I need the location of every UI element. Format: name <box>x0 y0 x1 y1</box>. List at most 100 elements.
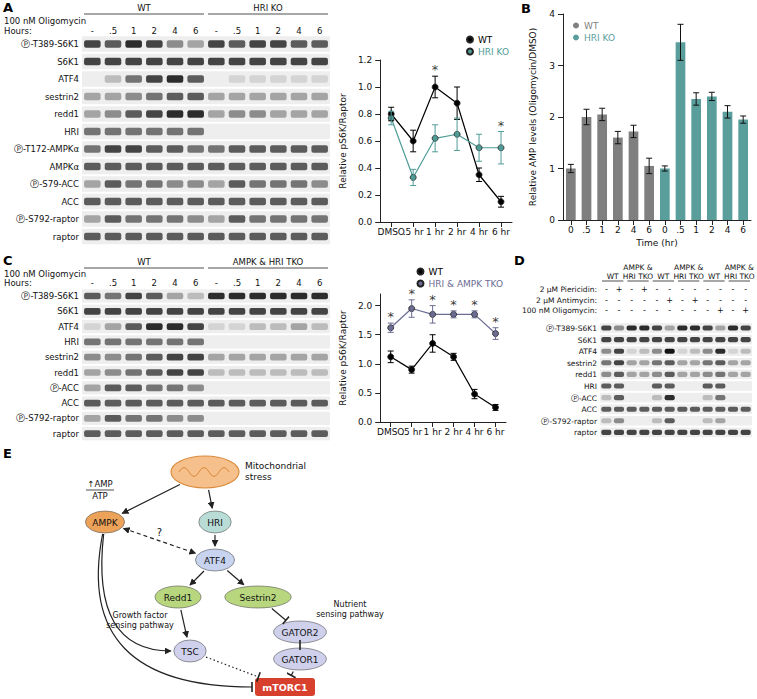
svg-text:0: 0 <box>549 215 555 225</box>
svg-text:Ⓟ-T172-AMPKα: Ⓟ-T172-AMPKα <box>14 144 79 154</box>
svg-text:-: - <box>605 285 608 294</box>
svg-text:ATP: ATP <box>92 491 107 501</box>
svg-text:-: - <box>630 306 633 315</box>
svg-text:0.2: 0.2 <box>358 190 372 200</box>
svg-text:2: 2 <box>549 112 555 122</box>
svg-text:Time (hr): Time (hr) <box>635 238 677 248</box>
svg-text:sestrin2: sestrin2 <box>45 92 79 102</box>
svg-text:TSC: TSC <box>180 647 199 657</box>
svg-text:*: * <box>432 62 439 77</box>
svg-text:-: - <box>681 285 684 294</box>
svg-text:+: + <box>641 285 648 294</box>
svg-text:1.2: 1.2 <box>358 55 372 65</box>
svg-text:-: - <box>668 285 671 294</box>
svg-text:*: * <box>408 286 415 301</box>
svg-text:.5: .5 <box>109 26 117 36</box>
svg-text:ACC: ACC <box>582 405 597 414</box>
svg-text:WT: WT <box>137 3 151 13</box>
svg-text:2: 2 <box>152 26 157 36</box>
svg-text:A: A <box>3 0 13 15</box>
svg-text:-: - <box>706 306 709 315</box>
svg-text:WT: WT <box>137 257 151 267</box>
svg-text:0.5: 0.5 <box>358 388 372 398</box>
svg-text:AMPK & HRI TKO: AMPK & HRI TKO <box>233 257 304 267</box>
svg-text:-: - <box>605 306 608 315</box>
svg-text:1.0: 1.0 <box>358 359 373 369</box>
svg-text:-: - <box>694 306 697 315</box>
svg-text:*: * <box>471 297 478 312</box>
svg-text:-: - <box>643 306 646 315</box>
svg-text:+: + <box>692 296 699 305</box>
svg-text:.5 hr: .5 hr <box>403 227 424 237</box>
svg-text:sensing pathway: sensing pathway <box>106 621 174 630</box>
svg-text:+: + <box>616 285 623 294</box>
svg-text:0: 0 <box>568 225 574 235</box>
svg-text:1 hr: 1 hr <box>424 427 442 437</box>
svg-text:-: - <box>630 296 633 305</box>
svg-text:-: - <box>719 296 722 305</box>
svg-text:ACC: ACC <box>61 398 79 408</box>
svg-text:1.0: 1.0 <box>358 82 373 92</box>
svg-text:0.0: 0.0 <box>358 417 373 427</box>
svg-text:Ⓟ-T389-S6K1: Ⓟ-T389-S6K1 <box>546 324 597 333</box>
svg-text:6: 6 <box>193 26 198 36</box>
svg-text:*: * <box>492 314 499 329</box>
svg-text:1: 1 <box>131 278 136 288</box>
svg-text:.5: .5 <box>233 26 241 36</box>
svg-text:-: - <box>618 306 621 315</box>
svg-text:HRI: HRI <box>64 337 79 347</box>
svg-text:4: 4 <box>172 278 177 288</box>
svg-text:stress: stress <box>245 472 272 482</box>
svg-text:-: - <box>744 285 747 294</box>
svg-text:6: 6 <box>740 225 746 235</box>
svg-text:Ⓟ-T389-S6K1: Ⓟ-T389-S6K1 <box>21 39 79 49</box>
svg-text:100 nM Oligomycin:: 100 nM Oligomycin: <box>522 306 597 315</box>
svg-text:sensing pathway: sensing pathway <box>316 610 384 619</box>
svg-text:6 hr: 6 hr <box>487 427 505 437</box>
svg-text:4 hr: 4 hr <box>466 427 484 437</box>
svg-text:1.5: 1.5 <box>358 330 372 340</box>
svg-text:Ⓟ-S792-raptor: Ⓟ-S792-raptor <box>16 413 79 423</box>
svg-text:1: 1 <box>255 278 260 288</box>
svg-text:S6K1: S6K1 <box>578 336 597 345</box>
svg-text:6: 6 <box>317 278 322 288</box>
svg-text:2: 2 <box>615 225 621 235</box>
svg-text:HRI: HRI <box>584 382 597 391</box>
svg-text:0.8: 0.8 <box>358 109 373 119</box>
svg-text:HRI TKO: HRI TKO <box>673 272 704 281</box>
svg-text:.5 hr: .5 hr <box>401 427 422 437</box>
svg-text:2: 2 <box>152 278 157 288</box>
svg-text:HRI KO: HRI KO <box>253 3 283 13</box>
svg-text:WT: WT <box>607 272 619 281</box>
svg-text:ATF4: ATF4 <box>58 74 79 84</box>
svg-text:AMPK: AMPK <box>92 518 118 528</box>
svg-text:4: 4 <box>631 225 637 235</box>
svg-text:+: + <box>742 306 749 315</box>
svg-text:.5: .5 <box>233 278 241 288</box>
svg-text:*: * <box>429 292 436 307</box>
svg-text:raptor: raptor <box>53 429 80 439</box>
svg-text:4: 4 <box>725 225 731 235</box>
svg-text:.5: .5 <box>582 225 591 235</box>
svg-text:Redd1: Redd1 <box>164 593 193 603</box>
svg-text:sestrin2: sestrin2 <box>567 359 597 368</box>
svg-text:-: - <box>706 296 709 305</box>
svg-text:2 hr: 2 hr <box>445 427 463 437</box>
svg-text:100 nM Oligomycin: 100 nM Oligomycin <box>4 16 86 26</box>
svg-text:WT: WT <box>478 35 493 45</box>
svg-text:-: - <box>630 285 633 294</box>
svg-text:B: B <box>521 1 531 16</box>
svg-text:1: 1 <box>693 225 699 235</box>
svg-text:Relative pS6K/Raptor: Relative pS6K/Raptor <box>338 310 348 406</box>
svg-text:3: 3 <box>549 61 555 71</box>
svg-text:0.4: 0.4 <box>358 163 373 173</box>
svg-text:-: - <box>215 278 218 288</box>
svg-text:-: - <box>732 306 735 315</box>
svg-text:sestrin2: sestrin2 <box>45 352 79 362</box>
svg-text:Ⓟ-ACC: Ⓟ-ACC <box>50 383 79 393</box>
svg-text:ATF4: ATF4 <box>204 556 226 566</box>
svg-text:.5: .5 <box>676 225 685 235</box>
svg-text:-: - <box>744 296 747 305</box>
svg-text:-: - <box>656 306 659 315</box>
svg-text:raptor: raptor <box>574 428 598 437</box>
